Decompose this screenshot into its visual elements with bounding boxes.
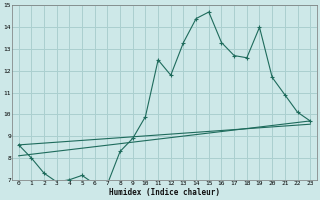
X-axis label: Humidex (Indice chaleur): Humidex (Indice chaleur) [109,188,220,197]
